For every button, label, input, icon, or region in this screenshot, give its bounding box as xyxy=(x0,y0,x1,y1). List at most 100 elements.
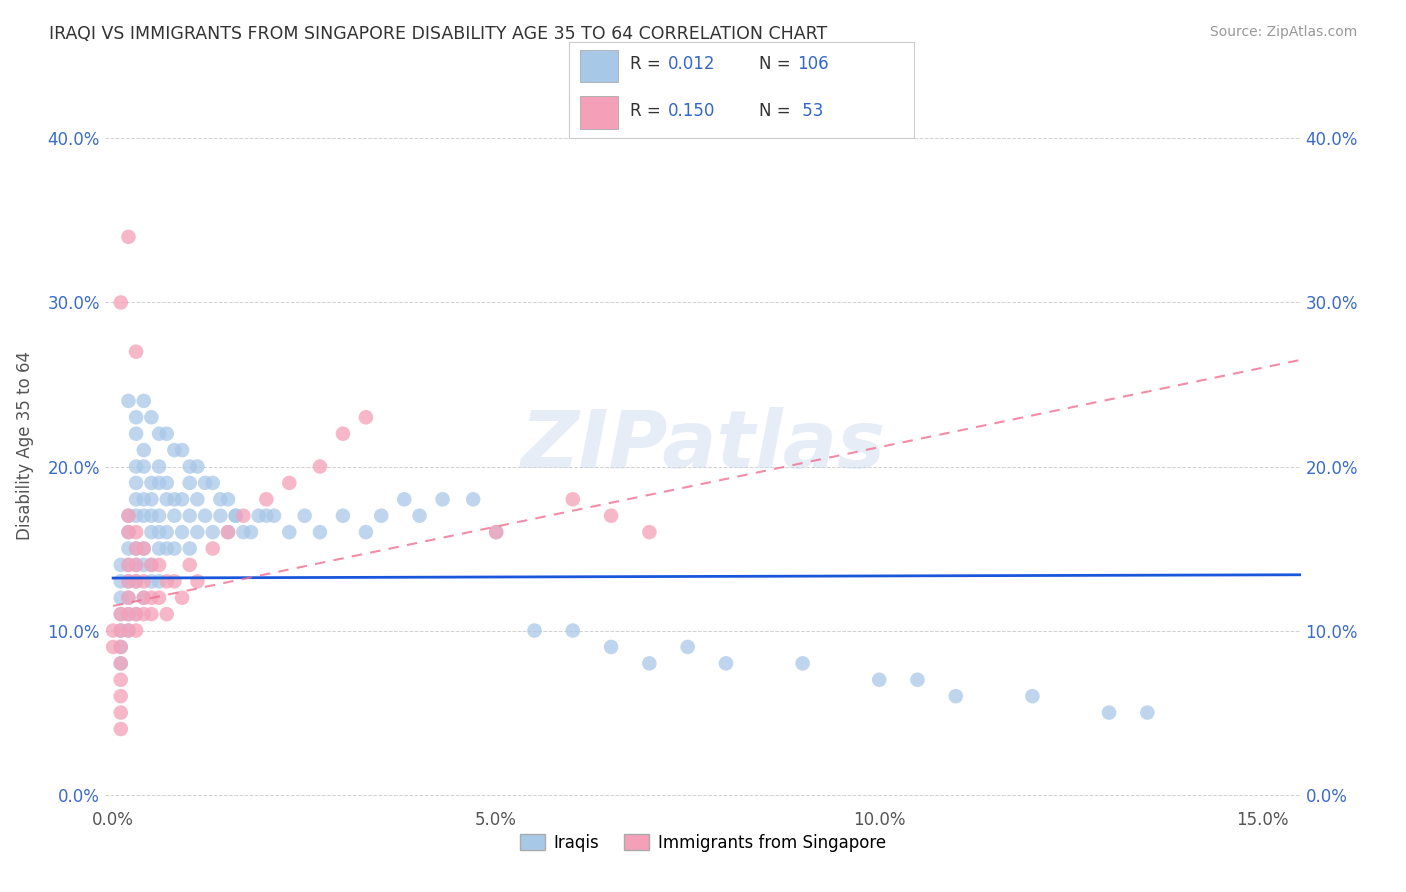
Point xyxy=(125,574,148,589)
Point xyxy=(117,624,139,638)
Point xyxy=(394,492,416,507)
Point xyxy=(117,624,139,638)
Point xyxy=(201,541,224,556)
Point xyxy=(132,393,155,408)
Point xyxy=(209,492,232,507)
Point xyxy=(117,607,139,622)
Legend: Iraqis, Immigrants from Singapore: Iraqis, Immigrants from Singapore xyxy=(513,828,893,859)
Point xyxy=(148,525,170,540)
Point xyxy=(125,541,148,556)
Point xyxy=(132,492,155,507)
Text: 0.012: 0.012 xyxy=(668,55,716,73)
Point xyxy=(148,541,170,556)
Point xyxy=(179,475,201,490)
Point xyxy=(110,624,132,638)
Point xyxy=(240,525,263,540)
Point xyxy=(1098,706,1121,720)
Point xyxy=(600,508,623,523)
Point xyxy=(117,541,139,556)
Point xyxy=(156,492,179,507)
Point xyxy=(101,640,124,654)
Point xyxy=(132,591,155,605)
Point xyxy=(186,525,208,540)
Point xyxy=(141,410,163,425)
Y-axis label: Disability Age 35 to 64: Disability Age 35 to 64 xyxy=(15,351,34,541)
Point xyxy=(141,591,163,605)
Point xyxy=(432,492,454,507)
Point xyxy=(332,508,354,523)
Point xyxy=(110,558,132,572)
Point xyxy=(110,722,132,736)
Point xyxy=(125,525,148,540)
Point xyxy=(278,525,301,540)
Point xyxy=(232,508,254,523)
Point xyxy=(141,492,163,507)
Point xyxy=(125,410,148,425)
Bar xyxy=(579,50,617,82)
Point xyxy=(309,459,332,474)
Point xyxy=(110,657,132,671)
Point xyxy=(201,475,224,490)
Point xyxy=(714,657,737,671)
Point xyxy=(117,508,139,523)
Point xyxy=(179,508,201,523)
Text: N =: N = xyxy=(759,55,796,73)
Point xyxy=(141,607,163,622)
Point xyxy=(170,591,193,605)
Text: R =: R = xyxy=(630,103,665,120)
Point xyxy=(110,295,132,310)
Point xyxy=(132,574,155,589)
Point xyxy=(354,410,377,425)
Point xyxy=(148,508,170,523)
Point xyxy=(148,426,170,441)
Point xyxy=(186,459,208,474)
Point xyxy=(117,558,139,572)
Point xyxy=(132,591,155,605)
Text: 53: 53 xyxy=(797,103,823,120)
Point xyxy=(125,607,148,622)
Point xyxy=(156,607,179,622)
Text: IRAQI VS IMMIGRANTS FROM SINGAPORE DISABILITY AGE 35 TO 64 CORRELATION CHART: IRAQI VS IMMIGRANTS FROM SINGAPORE DISAB… xyxy=(49,25,828,43)
Point xyxy=(110,657,132,671)
Text: R =: R = xyxy=(630,55,665,73)
Point xyxy=(186,574,208,589)
Point xyxy=(247,508,270,523)
Point xyxy=(254,492,277,507)
Point xyxy=(170,492,193,507)
Point xyxy=(132,558,155,572)
Point xyxy=(217,525,239,540)
Point xyxy=(117,230,139,244)
Text: ZIPatlas: ZIPatlas xyxy=(520,407,886,485)
Point xyxy=(294,508,316,523)
Point xyxy=(141,558,163,572)
Point xyxy=(141,508,163,523)
Point xyxy=(110,640,132,654)
Point xyxy=(156,574,179,589)
Point xyxy=(163,492,186,507)
Point xyxy=(132,541,155,556)
Point xyxy=(125,508,148,523)
Text: Source: ZipAtlas.com: Source: ZipAtlas.com xyxy=(1209,25,1357,39)
Point xyxy=(125,558,148,572)
Point xyxy=(117,508,139,523)
Point xyxy=(232,525,254,540)
Point xyxy=(186,492,208,507)
Point xyxy=(163,574,186,589)
Point xyxy=(125,344,148,359)
Point xyxy=(194,475,217,490)
Point xyxy=(170,525,193,540)
Point xyxy=(638,525,661,540)
Point xyxy=(110,706,132,720)
Point xyxy=(485,525,508,540)
Point xyxy=(463,492,485,507)
Point xyxy=(110,574,132,589)
Point xyxy=(117,393,139,408)
Point xyxy=(148,558,170,572)
Point xyxy=(125,558,148,572)
Point xyxy=(141,525,163,540)
Point xyxy=(156,525,179,540)
Point xyxy=(141,574,163,589)
Point xyxy=(141,475,163,490)
Point xyxy=(561,624,583,638)
Point xyxy=(179,558,201,572)
